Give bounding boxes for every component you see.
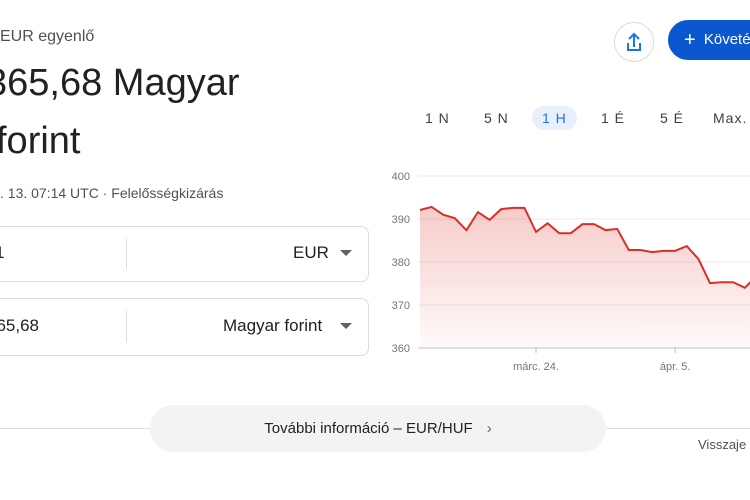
y-tick-label: 390 — [392, 214, 410, 226]
from-currency: EUR — [293, 243, 329, 262]
to-currency: Magyar forint — [223, 316, 323, 335]
more-info-button[interactable]: További információ – EUR/HUF › — [150, 405, 606, 452]
range-tab[interactable]: 1 É — [601, 110, 626, 126]
chevron: › — [486, 420, 492, 437]
amount: forint — [0, 120, 81, 162]
y-tick-label: 400 — [392, 171, 410, 183]
follow-button[interactable]: + Követé — [668, 20, 750, 60]
divider — [126, 311, 127, 343]
amount: 365,68 Magyar — [0, 62, 240, 104]
x-tick-label: ápr. 5. — [660, 361, 691, 373]
share-icon — [627, 32, 641, 51]
plus-icon: + — [684, 29, 696, 51]
feedback-link[interactable]: Visszaje — [698, 437, 747, 452]
from-amount: 1 — [0, 243, 4, 263]
range-tab[interactable]: Max. — [713, 110, 748, 126]
x-tick-label: márc. 24. — [513, 361, 559, 373]
area — [420, 206, 750, 348]
to-amount: 365,68 — [0, 316, 39, 335]
chart: 360 370 380 390 400 márc. 24. ápr. 5. — [392, 171, 750, 373]
range-tab[interactable]: 1 H — [532, 106, 577, 130]
from-box[interactable]: 1 EUR — [0, 226, 369, 282]
to-box[interactable]: 365,68 Magyar forint — [0, 298, 369, 356]
line — [419, 205, 750, 290]
share-button[interactable] — [614, 22, 654, 62]
y-tick-label: 380 — [392, 257, 410, 269]
y-tick-label: 360 — [392, 343, 410, 355]
follow-label: Követé — [703, 31, 750, 48]
subtitle: EUR egyenlő — [0, 28, 95, 45]
more-info-label: További információ – EUR/HUF — [264, 420, 473, 437]
timestamp: . 13. 07:14 UTC · Felelősségkizárás — [0, 185, 224, 201]
divider — [126, 239, 127, 269]
range-tab[interactable]: 1 N — [425, 110, 450, 126]
dropdown-arrow — [340, 250, 352, 256]
dropdown-arrow — [340, 323, 352, 329]
range-tab[interactable]: 5 N — [484, 110, 509, 126]
range-tab[interactable]: 5 É — [660, 110, 685, 126]
y-tick-label: 370 — [392, 300, 410, 312]
